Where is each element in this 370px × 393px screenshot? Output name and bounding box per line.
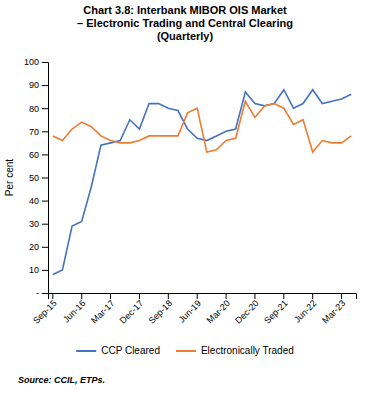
y-tick-mark (42, 270, 48, 271)
y-tick: 20 (29, 242, 48, 252)
y-tick: 90 (29, 80, 48, 90)
x-tick-mark (312, 293, 313, 299)
x-tick-mark (168, 293, 169, 299)
y-axis: - 10 20 30 40 50 60 70 80 90 100 (24, 57, 49, 298)
x-tick-mark (341, 293, 342, 299)
y-tick: 10 (29, 265, 48, 275)
y-tick: 60 (29, 150, 48, 160)
x-tick-mark (139, 293, 140, 299)
x-tick-label: Sep-21 (262, 298, 290, 326)
x-tick: Jun-22 (292, 293, 319, 325)
y-tick-mark (42, 224, 48, 225)
legend-label: Electronically Traded (201, 345, 294, 356)
y-tick-label: 60 (29, 150, 39, 160)
series-line (53, 101, 351, 152)
x-tick-label: Mar-17 (89, 298, 116, 325)
y-tick-mark (42, 293, 48, 294)
title-line: (Quarterly) (157, 30, 214, 42)
y-tick: - (36, 288, 48, 298)
x-tick: Jun-19 (177, 293, 204, 325)
x-tick: Dec-17 (118, 293, 146, 326)
y-tick: 70 (29, 127, 48, 137)
y-axis-title: Per cent (4, 159, 15, 196)
x-axis: Sep-15Jun-16Mar-17Dec-17Sep-18Jun-19Mar-… (31, 293, 356, 326)
x-tick-label: Sep-18 (147, 298, 175, 326)
x-tick-mark (110, 293, 111, 299)
y-tick-label: 50 (29, 173, 39, 183)
x-tick: Mar-23 (320, 293, 347, 325)
y-tick-label: 70 (29, 127, 39, 137)
y-tick: 30 (29, 219, 48, 229)
legend-label: CCP Cleared (101, 345, 160, 356)
legend-swatch (176, 350, 196, 352)
y-tick-mark (42, 201, 48, 202)
x-tick: Sep-15 (31, 293, 59, 326)
legend-swatch (76, 350, 96, 352)
y-tick: 40 (29, 196, 48, 206)
y-tick-label: 100 (24, 57, 39, 67)
x-tick: Mar-17 (89, 293, 116, 325)
x-tick-label: Dec-20 (233, 298, 261, 326)
source: Source: CCIL, ETPs. (18, 375, 105, 385)
y-tick-label: 30 (29, 219, 39, 229)
x-tick: Dec-20 (233, 293, 261, 326)
legend: CCP Cleared Electronically Traded (76, 345, 294, 356)
y-tick-mark (42, 62, 48, 63)
y-tick-label: 90 (29, 80, 39, 90)
x-tick-mark (52, 293, 53, 299)
series-line (53, 90, 351, 275)
title-line: – Electronic Trading and Central Clearin… (77, 17, 293, 29)
title: Chart 3.8: Interbank MIBOR OIS Market– E… (77, 4, 293, 42)
x-tick-label: Jun-19 (177, 298, 204, 325)
y-tick-label: 10 (29, 265, 39, 275)
series-group (53, 90, 351, 275)
y-tick: 100 (24, 57, 48, 67)
y-axis-line (42, 63, 49, 294)
chart: Chart 3.8: Interbank MIBOR OIS Market– E… (0, 0, 370, 393)
y-tick-mark (42, 178, 48, 179)
plot: - 10 20 30 40 50 60 70 80 90 100 Sep-15Jun-16Mar-17… (24, 57, 357, 325)
y-tick-mark (42, 154, 48, 155)
x-tick-label: Jun-16 (61, 298, 88, 325)
y-tick: 50 (29, 173, 48, 183)
x-tick: Jun-16 (61, 293, 88, 325)
x-tick-mark (283, 293, 284, 299)
x-tick-label: Jun-22 (292, 298, 319, 325)
y-tick-label: 20 (29, 242, 39, 252)
x-tick-mark (254, 293, 255, 299)
x-tick-label: Mar-23 (320, 298, 347, 325)
title-line: Chart 3.8: Interbank MIBOR OIS Market (83, 4, 287, 16)
x-tick-mark (226, 293, 227, 299)
legend-item: CCP Cleared (76, 345, 160, 356)
x-tick-mark (197, 293, 198, 299)
y-tick: 80 (29, 104, 48, 114)
x-tick-label: Dec-17 (118, 298, 146, 326)
y-tick-mark (42, 108, 48, 109)
x-tick-label: Mar-20 (205, 298, 232, 325)
y-tick-mark (42, 131, 48, 132)
x-tick-label: Sep-15 (31, 298, 59, 326)
y-tick-label: 40 (29, 196, 39, 206)
y-tick-mark (42, 85, 48, 86)
legend-item: Electronically Traded (176, 345, 294, 356)
y-tick-label: 80 (29, 104, 39, 114)
y-tick-label: - (36, 288, 39, 298)
x-tick: Mar-20 (205, 293, 232, 325)
y-tick-mark (42, 247, 48, 248)
x-tick-mark (81, 293, 82, 299)
x-tick: Sep-21 (262, 293, 290, 326)
x-tick: Sep-18 (147, 293, 175, 326)
